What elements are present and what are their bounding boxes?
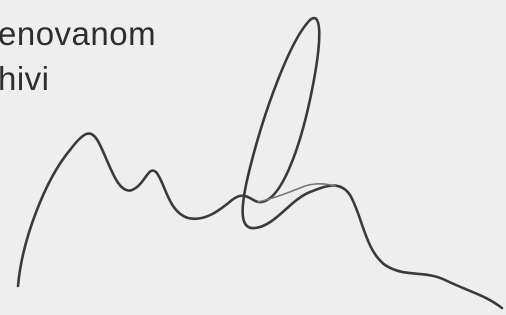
document-fragment: enovanom hivi xyxy=(0,0,506,315)
signature-stroke xyxy=(18,18,502,308)
signature xyxy=(0,0,506,315)
